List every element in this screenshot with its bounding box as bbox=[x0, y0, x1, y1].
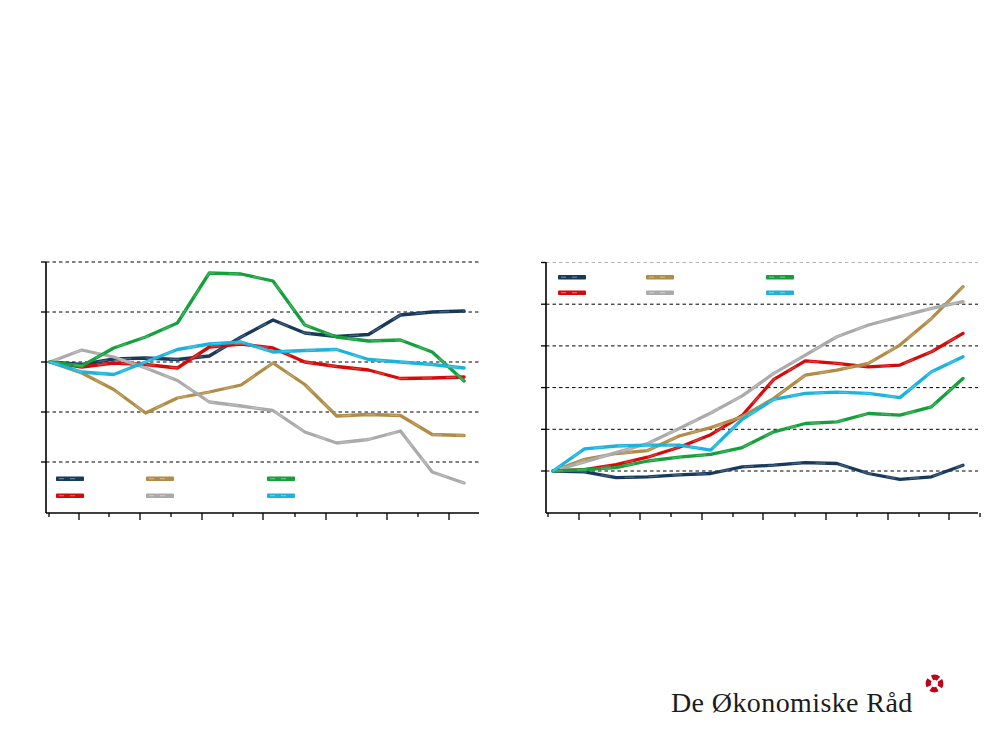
axis-ticks bbox=[541, 263, 980, 521]
life-ring-icon-circle bbox=[926, 675, 943, 692]
left-line-chart bbox=[41, 262, 479, 520]
deok-logo: De Økonomiske Råd bbox=[671, 674, 951, 722]
axis-ticks bbox=[41, 262, 449, 520]
logo-text: De Økonomiske Råd bbox=[671, 687, 913, 719]
gridlines bbox=[546, 263, 978, 472]
life-ring-icon bbox=[925, 674, 944, 693]
right-line-chart bbox=[541, 262, 980, 520]
slide-canvas: De Økonomiske Råd bbox=[0, 0, 1000, 750]
series-line-green bbox=[553, 378, 963, 471]
series-line-sheen bbox=[553, 333, 963, 471]
series-line-red bbox=[553, 333, 963, 471]
series-line-tan bbox=[553, 287, 963, 471]
right-chart-legend bbox=[558, 275, 794, 295]
charts-canvas bbox=[0, 0, 1000, 750]
series-line-sheen bbox=[553, 287, 963, 471]
series-line-sheen bbox=[553, 378, 963, 471]
left-chart-legend bbox=[56, 477, 295, 499]
